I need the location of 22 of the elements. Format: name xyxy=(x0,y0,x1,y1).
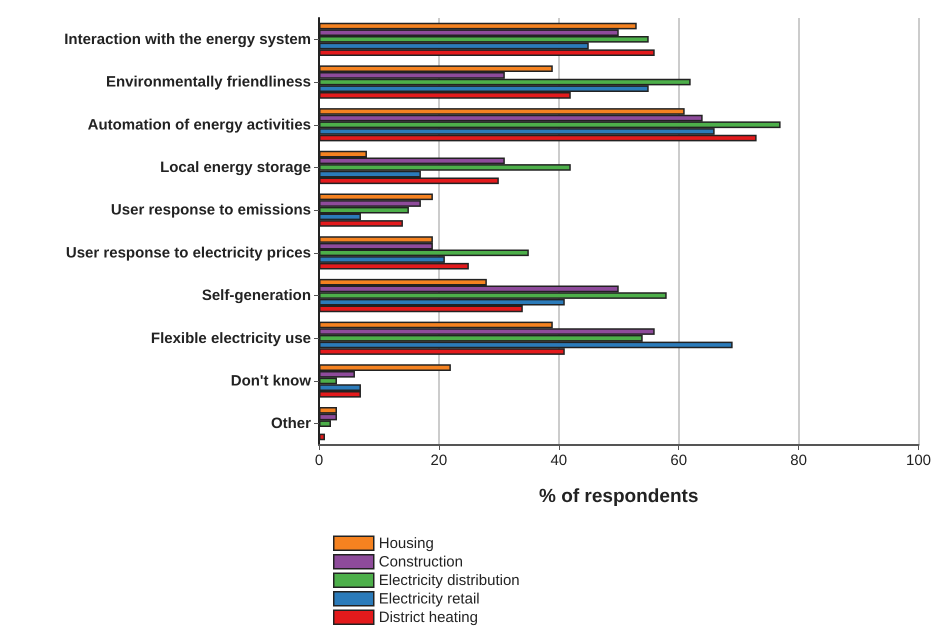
y-tick-label: Don't know xyxy=(230,372,312,390)
x-tick-label: 0 xyxy=(314,452,324,469)
legend-label: Housing xyxy=(378,534,434,552)
y-tick-label: Automation of energy activities xyxy=(88,116,311,134)
legend-label: District heating xyxy=(378,608,478,626)
x-tick-label: 100 xyxy=(906,452,931,469)
x-tick-label: 80 xyxy=(790,452,807,469)
x-tick-label: 40 xyxy=(550,452,568,469)
y-tick-label: User response to electricity prices xyxy=(66,244,311,262)
x-tick-label: 60 xyxy=(670,452,688,469)
y-tick-label: Local energy storage xyxy=(160,158,311,176)
y-tick-label: User response to emissions xyxy=(110,202,311,219)
x-axis-title: % of respondents xyxy=(539,486,698,507)
legend-label: Electricity distribution xyxy=(378,572,520,589)
y-tick-label: Environmentally friendliness xyxy=(106,74,311,91)
y-tick-label: Other xyxy=(270,415,312,432)
x-tick-label: 20 xyxy=(430,452,448,469)
y-tick-label: Self-generation xyxy=(202,287,311,304)
legend-label: Construction xyxy=(378,553,463,570)
legend-label: Electricity retail xyxy=(378,590,480,608)
y-tick-label: Interaction with the energy system xyxy=(64,30,311,48)
y-tick-label: Flexible electricity use xyxy=(150,330,311,347)
